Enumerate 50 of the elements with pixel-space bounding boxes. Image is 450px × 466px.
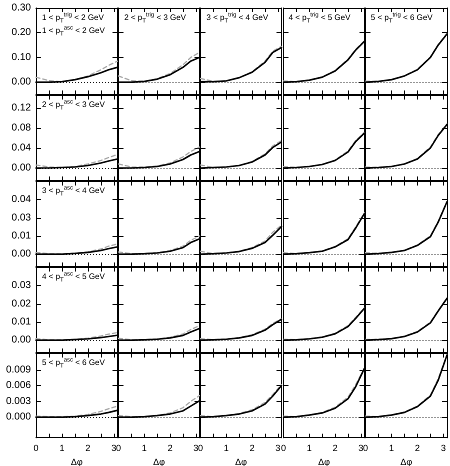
x-tick-label: 0 xyxy=(33,442,39,453)
y-tick-label: 0.00 xyxy=(12,248,32,260)
x-tick-label: 1 xyxy=(306,442,312,453)
y-tick-label: 0.003 xyxy=(6,396,32,407)
y-tick-label: 0.10 xyxy=(12,52,32,63)
y-tick-label: 0.01 xyxy=(12,316,32,328)
x-tick-label: 3 xyxy=(276,442,281,453)
y-tick-label: 0.04 xyxy=(12,194,32,205)
x-tick-label: 1 xyxy=(59,442,64,453)
x-tick-label: 1 xyxy=(388,442,394,453)
x-tick-label: 2 xyxy=(414,442,420,453)
annotation: 5 < p$_{T}$$^{trig}$ < 6 GeV xyxy=(370,12,433,25)
x-tick-label: 0 xyxy=(198,442,204,453)
x-tick-label: 2 xyxy=(168,442,173,453)
annotation: 2 < p$_{T}$$^{asc}$ < 3 GeV xyxy=(42,99,105,112)
annotation: 1 < p$_{T}$$^{trig}$ < 2 GeV xyxy=(42,12,105,25)
annotation: 3 < p$_{T}$$^{asc}$ < 4 GeV xyxy=(42,184,105,198)
y-tick-label: 0.009 xyxy=(6,364,32,375)
x-tick-label: 2 xyxy=(332,442,338,453)
annotation: 4 < p$_{T}$$^{trig}$ < 5 GeV xyxy=(288,12,350,25)
x-tick-label: 3 xyxy=(194,442,199,453)
y-tick-label: 0.20 xyxy=(12,27,32,38)
y-tick-label: 0.04 xyxy=(12,142,32,154)
annotation: 2 < p$_{T}$$^{trig}$ < 3 GeV xyxy=(124,12,186,25)
x-tick-label: 3 xyxy=(440,442,446,453)
x-tick-label: 3 xyxy=(358,442,363,453)
y-tick-label: 0.02 xyxy=(12,298,32,310)
annotation: 4 < p$_{T}$$^{asc}$ < 5 GeV xyxy=(42,270,105,284)
x-tick-label: 1 xyxy=(142,442,147,453)
x-tick-label: 3 xyxy=(111,442,116,453)
y-tick-label: 0.30 xyxy=(12,2,32,14)
x-tick-label: 0 xyxy=(280,442,286,453)
annotation: 1 < p$_{T}$$^{asc}$ < 2 GeV xyxy=(42,25,105,38)
x-tick-label: 2 xyxy=(250,442,255,453)
x-tick-label: 0 xyxy=(362,442,368,453)
x-tick-label: 1 xyxy=(224,442,230,453)
y-tick-label: 0.00 xyxy=(12,334,32,346)
y-tick-label: 0.12 xyxy=(12,102,32,114)
annotation: 3 < p$_{T}$$^{trig}$ < 4 GeV xyxy=(206,12,268,25)
x-tick-label: 2 xyxy=(85,442,90,453)
y-tick-label: 0.00 xyxy=(12,162,32,174)
y-tick-label: 0.03 xyxy=(12,280,32,291)
y-tick-label: 0.03 xyxy=(12,212,32,224)
y-tick-label: 0.01 xyxy=(12,230,32,242)
y-tick-label: 0.006 xyxy=(6,380,32,391)
y-tick-label: 0.08 xyxy=(12,122,32,134)
y-tick-label: 0.000 xyxy=(6,411,32,422)
y-tick-label: 0.00 xyxy=(12,76,32,88)
annotation: 5 < p$_{T}$$^{asc}$ < 6 GeV xyxy=(42,356,105,370)
x-tick-label: 0 xyxy=(116,442,122,453)
